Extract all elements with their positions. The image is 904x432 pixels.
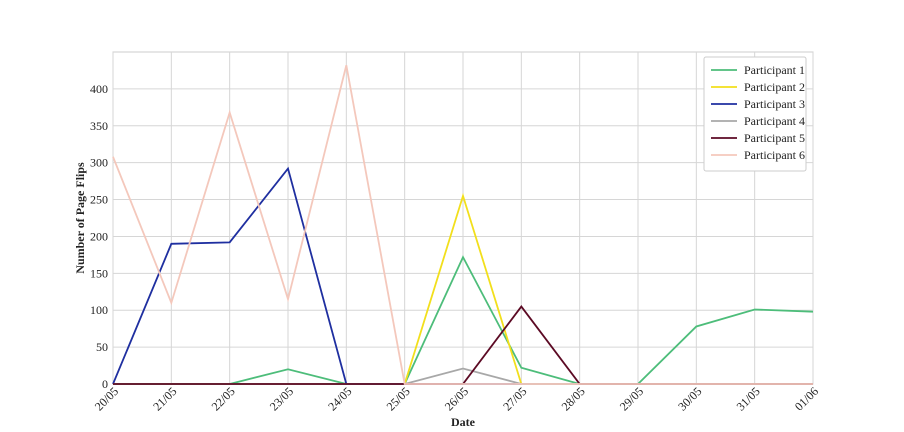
y-tick-label: 200 (90, 229, 108, 243)
x-tick-label: 29/05 (617, 384, 646, 413)
y-axis-label: Number of Page Flips (73, 162, 87, 274)
x-tick-label: 26/05 (442, 384, 471, 413)
y-tick-label: 100 (90, 303, 108, 317)
legend-label: Participant 6 (744, 148, 805, 162)
legend-box (703, 56, 807, 172)
x-tick-label: 21/05 (150, 384, 179, 413)
x-tick-label: 25/05 (384, 384, 413, 413)
legend-label: Participant 1 (744, 63, 805, 77)
x-tick-label: 30/05 (675, 384, 704, 413)
x-tick-label: 28/05 (559, 384, 588, 413)
x-tick-label: 20/05 (92, 384, 121, 413)
legend-label: Participant 5 (744, 131, 805, 145)
y-tick-label: 350 (90, 119, 108, 133)
series-line (112, 65, 813, 385)
x-tick-label: 23/05 (267, 384, 296, 413)
y-tick-label: 50 (96, 340, 108, 354)
legend-label: Participant 4 (744, 114, 805, 128)
y-tick-label: 150 (90, 266, 108, 280)
y-tick-label: 300 (90, 156, 108, 170)
legend-label: Participant 2 (744, 80, 805, 94)
x-tick-label: 01/06 (792, 384, 821, 413)
x-tick-label: 22/05 (209, 384, 238, 413)
y-tick-label: 250 (90, 193, 108, 207)
x-axis-label: Date (451, 415, 476, 429)
legend: Participant 1 Participant 2 Participant 3 P… (703, 56, 807, 172)
x-tick-label: 27/05 (500, 384, 529, 413)
y-tick-label: 0 (102, 377, 108, 391)
x-tick-label: 31/05 (734, 384, 763, 413)
x-tick-label: 24/05 (325, 384, 354, 413)
y-tick-label: 400 (90, 82, 108, 96)
legend-label: Participant 3 (744, 97, 805, 111)
